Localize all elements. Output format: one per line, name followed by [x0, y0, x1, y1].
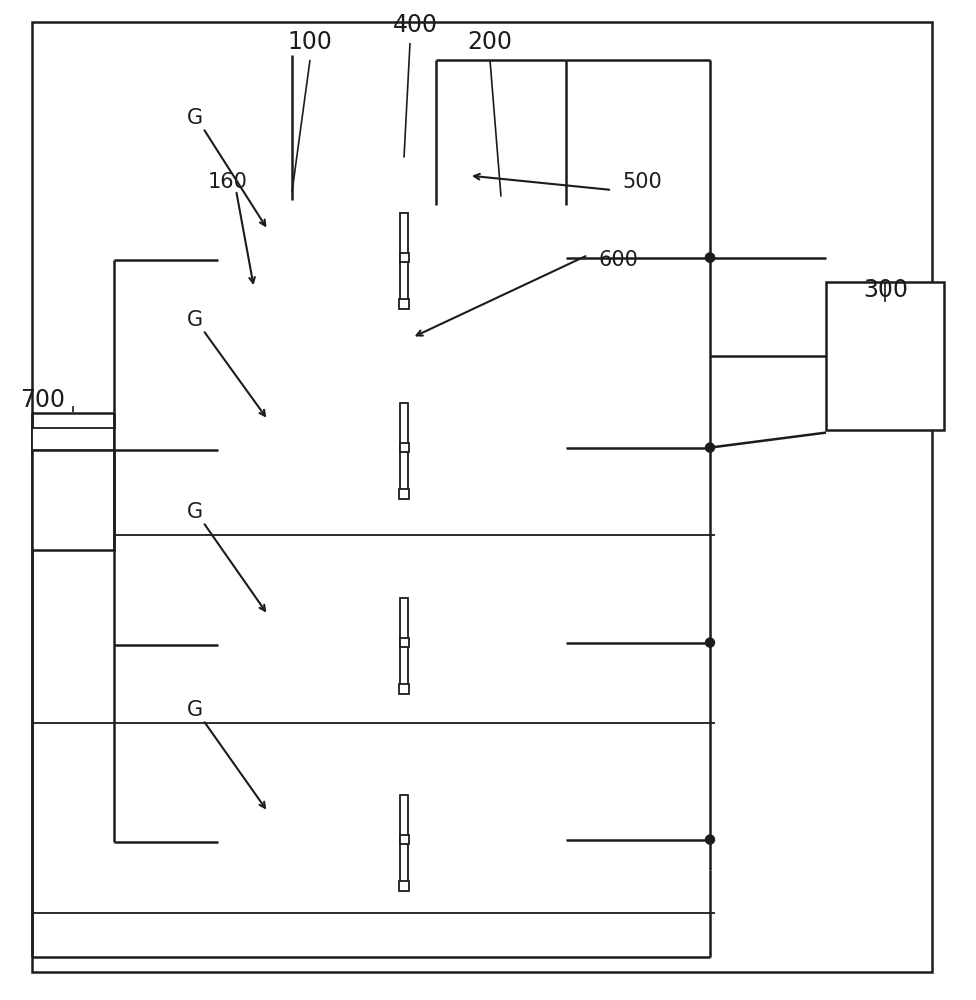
Bar	[399, 881, 409, 891]
Bar	[446, 262, 492, 300]
Text: G: G	[187, 310, 203, 330]
Bar	[400, 443, 409, 452]
Bar	[399, 489, 409, 499]
Text: 300: 300	[864, 278, 909, 302]
Bar	[358, 507, 446, 569]
Bar	[400, 253, 409, 262]
Bar	[218, 585, 366, 705]
Bar	[446, 844, 492, 882]
Bar	[218, 200, 366, 320]
Circle shape	[706, 253, 714, 262]
Bar	[358, 317, 446, 379]
Bar	[388, 240, 400, 276]
Bar	[446, 452, 492, 490]
Bar	[350, 499, 454, 577]
Bar	[400, 213, 408, 303]
Bar	[388, 822, 400, 858]
Bar	[400, 638, 409, 647]
Bar	[408, 240, 420, 276]
Bar	[358, 899, 446, 961]
Bar	[446, 647, 492, 685]
Bar	[350, 694, 454, 772]
Bar	[408, 430, 420, 466]
Text: 100: 100	[288, 30, 333, 54]
Text: G: G	[187, 108, 203, 128]
Bar	[408, 822, 420, 858]
Circle shape	[706, 253, 714, 262]
Bar	[218, 782, 366, 902]
Text: 600: 600	[598, 250, 638, 270]
Text: 400: 400	[392, 13, 437, 37]
Bar	[358, 702, 446, 764]
Text: 160: 160	[208, 172, 248, 192]
Bar	[228, 266, 280, 310]
Bar	[32, 428, 114, 450]
Bar	[400, 403, 408, 493]
Bar	[228, 456, 280, 500]
Bar	[436, 590, 566, 695]
Bar	[228, 848, 280, 892]
Bar	[218, 390, 366, 510]
Bar	[388, 625, 400, 661]
Bar	[32, 450, 114, 550]
Text: 500: 500	[622, 172, 662, 192]
Bar	[826, 282, 944, 430]
Bar	[350, 891, 454, 969]
Circle shape	[706, 638, 714, 647]
Text: G: G	[187, 502, 203, 522]
Circle shape	[706, 835, 714, 844]
Bar	[436, 205, 566, 310]
Bar	[436, 787, 566, 892]
Bar	[399, 684, 409, 694]
Bar	[408, 625, 420, 661]
Bar	[228, 651, 280, 695]
Bar	[400, 598, 408, 688]
Text: G: G	[187, 700, 203, 720]
Bar	[400, 795, 408, 885]
Text: 200: 200	[468, 30, 512, 54]
Bar	[388, 430, 400, 466]
Bar	[400, 835, 409, 844]
Text: 700: 700	[20, 388, 65, 412]
Circle shape	[706, 443, 714, 452]
Bar	[350, 309, 454, 387]
Bar	[436, 395, 566, 500]
Bar	[399, 299, 409, 309]
